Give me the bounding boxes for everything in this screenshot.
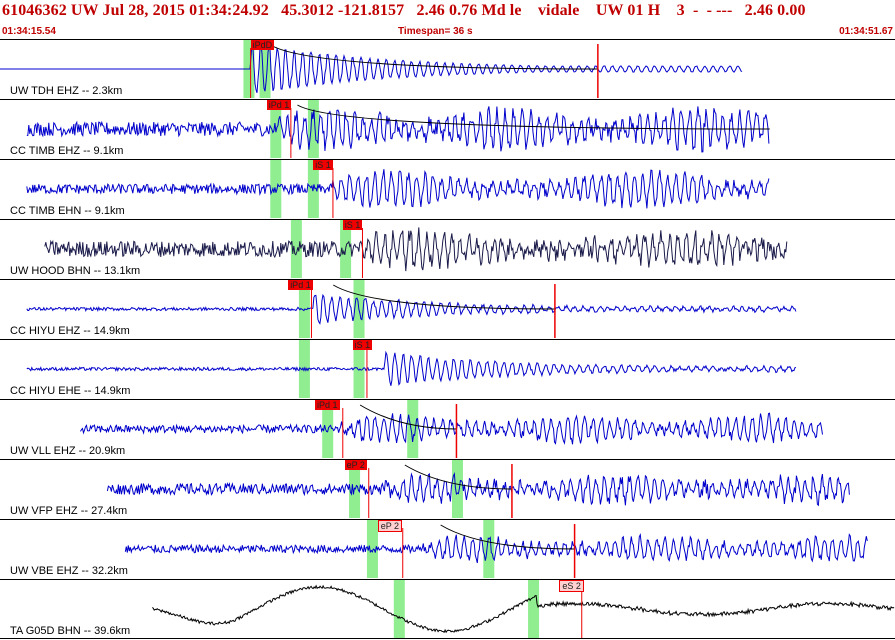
waveform-trace (26, 293, 797, 325)
pick-window (353, 340, 365, 398)
coda-curve (297, 104, 770, 130)
trace-panel-vbe[interactable]: eP 2 UW VBE EHZ -- 32.2km (0, 519, 895, 578)
pick-flag[interactable]: iS 1 (352, 340, 373, 350)
coda-curve (440, 524, 575, 550)
pick-window (366, 520, 378, 578)
station-label: CC HIYU EHZ -- 14.9km (10, 325, 130, 337)
pick-flag[interactable]: eS 2 (559, 580, 584, 592)
pick-flag[interactable]: iPdD (250, 40, 275, 50)
timespan-label: Timespan= 36 s (398, 26, 473, 37)
waveform-trace (26, 169, 770, 209)
trace-panel-hood[interactable]: iS 1 UW HOOD BHN -- 13.1km (0, 219, 895, 278)
station-label: TA G05D BHN -- 39.6km (10, 625, 131, 637)
event-summary: 61046362 UW Jul 28, 2015 01:34:24.92 45.… (2, 2, 806, 19)
pick-window (528, 580, 540, 638)
trace-panel-timbz[interactable]: iPd 1 CC TIMB EHZ -- 9.1km (0, 99, 895, 158)
pick-window (393, 580, 405, 638)
waveform-trace (106, 471, 850, 507)
pick-window (483, 520, 495, 578)
trace-canvas (26, 280, 797, 338)
trace-panel-tdh[interactable]: iPdD UW TDH EHZ -- 2.3km (0, 39, 895, 98)
pick-flag[interactable]: iS 1 (342, 220, 363, 230)
station-label: UW TDH EHZ -- 2.3km (10, 85, 123, 97)
pick-window (259, 40, 271, 98)
coda-curve (404, 464, 512, 490)
coda-curve (332, 284, 555, 310)
station-label: UW HOOD BHN -- 13.1km (10, 265, 141, 277)
coda-curve (270, 44, 598, 70)
pick-flag[interactable]: eP 2 (377, 520, 403, 532)
trace-panel-timbn[interactable]: iS 1 CC TIMB EHN -- 9.1km (0, 159, 895, 218)
trace-panel-vfp[interactable]: eP 2 UW VFP EHZ -- 27.4km (0, 459, 895, 518)
trace-canvas (151, 580, 895, 638)
trace-panel-hiyuz[interactable]: iPd 1 CC HIYU EHZ -- 14.9km (0, 279, 895, 338)
station-label: CC TIMB EHZ -- 9.1km (10, 145, 124, 157)
trace-canvas (80, 400, 823, 458)
trace-panel-hiyue[interactable]: iS 1 CC HIYU EHE -- 14.9km (0, 339, 895, 398)
trace-canvas (26, 160, 770, 218)
end-time: 01:34:51.67 (839, 26, 893, 37)
pick-window (270, 160, 282, 218)
pick-window (322, 400, 334, 458)
pick-window (307, 100, 319, 158)
bottom-border (0, 638, 895, 639)
trace-canvas (124, 520, 868, 578)
trace-canvas (106, 460, 850, 518)
station-label: CC TIMB EHN -- 9.1km (10, 205, 125, 217)
station-label: UW VFP EHZ -- 27.4km (10, 505, 128, 517)
pick-window (290, 220, 302, 278)
pick-window (451, 460, 463, 518)
pick-flag[interactable]: iS 1 (313, 160, 333, 170)
trace-canvas (26, 100, 770, 158)
pick-window (407, 400, 419, 458)
waveform-trace (26, 350, 797, 386)
waveform-trace (26, 106, 770, 153)
station-label: CC HIYU EHE -- 14.9km (10, 385, 131, 397)
pick-flag[interactable]: iPd 1 (315, 400, 340, 410)
pick-flag[interactable]: iPd 1 (288, 280, 313, 290)
trace-canvas (26, 340, 797, 398)
waveform-trace (80, 412, 823, 445)
trace-canvas (0, 40, 743, 98)
coda-curve (359, 404, 457, 430)
trace-panel-g05d[interactable]: eS 2 TA G05D BHN -- 39.6km (0, 579, 895, 638)
station-label: UW VBE EHZ -- 32.2km (10, 565, 128, 577)
waveform-trace (151, 584, 895, 634)
waveform-trace (44, 227, 788, 272)
trace-panel-vll[interactable]: iPd 1 UW VLL EHZ -- 20.9km (0, 399, 895, 458)
pick-flag[interactable]: eP 2 (344, 460, 367, 470)
waveform-trace (124, 532, 868, 564)
station-label: UW VLL EHZ -- 20.9km (10, 445, 126, 457)
pick-flag[interactable]: iPd 1 (266, 100, 292, 110)
start-time: 01:34:15.54 (2, 26, 56, 37)
trace-canvas (44, 220, 788, 278)
